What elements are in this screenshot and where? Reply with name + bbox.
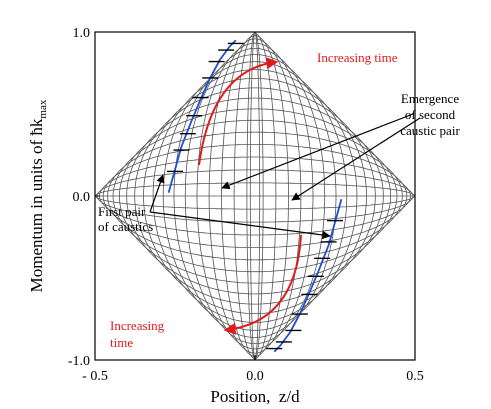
time-arrow-upper bbox=[198, 57, 279, 166]
caustic-line-upper bbox=[167, 39, 237, 193]
trajectory-curve bbox=[208, 196, 302, 354]
trajectory-curve bbox=[134, 87, 376, 196]
trajectory-curve bbox=[173, 54, 337, 196]
x-tick-label-left: - 0.5 bbox=[82, 369, 108, 384]
increasing-time-lower-2: time bbox=[110, 335, 133, 350]
trajectory-curve bbox=[143, 195, 367, 314]
time-arrow-lower bbox=[223, 234, 302, 335]
trajectory-curve bbox=[119, 195, 391, 284]
first-pair-label-2: of caustics bbox=[98, 219, 153, 234]
trajectory-curve bbox=[249, 32, 261, 196]
x-axis-label: Position, z/d bbox=[210, 387, 300, 406]
trajectory-curve bbox=[96, 169, 414, 197]
trajectory-curve bbox=[96, 195, 414, 223]
x-tick-label-mid: 0.0 bbox=[246, 369, 264, 384]
first-pair-label-1: First pair bbox=[98, 204, 146, 219]
trajectory-curve bbox=[152, 196, 358, 323]
trajectory-curve bbox=[102, 144, 408, 197]
trajectory-curve bbox=[107, 195, 403, 261]
caustic-lines bbox=[167, 39, 343, 353]
trajectory-curve bbox=[102, 195, 408, 248]
trajectory-curve bbox=[134, 196, 376, 305]
trajectory-curve bbox=[173, 196, 337, 338]
trajectory-curve bbox=[99, 156, 411, 196]
y-tick-label-mid: 0.0 bbox=[73, 190, 91, 205]
emergence-arrow-right bbox=[291, 117, 421, 201]
first-pair-arrow-up bbox=[149, 174, 165, 213]
trajectory-curve bbox=[95, 182, 415, 197]
emergence-label-1: Emergence bbox=[401, 91, 459, 106]
trajectory-curve bbox=[126, 196, 384, 295]
trajectory-curve bbox=[107, 131, 403, 197]
increasing-time-upper: Increasing time bbox=[317, 50, 398, 65]
trajectory-curve bbox=[162, 61, 348, 197]
trajectory-curve bbox=[143, 78, 367, 197]
trajectory-curve bbox=[112, 196, 398, 273]
emergence-label-3: caustic pair bbox=[400, 123, 460, 138]
trajectory-curve bbox=[249, 196, 261, 360]
caustic-tick-marks bbox=[167, 42, 343, 350]
y-axis-label-main: Momentum in units of ħk bbox=[27, 118, 46, 292]
trajectory-curve bbox=[246, 196, 264, 360]
trajectory-curve bbox=[119, 108, 391, 197]
trajectory-curve bbox=[152, 69, 358, 196]
first-pair-arrow-down bbox=[149, 211, 331, 240]
trajectory-curve bbox=[126, 97, 384, 196]
y-axis-label: Momentum in units of ħkmax bbox=[27, 99, 49, 292]
trajectory-curve bbox=[112, 119, 398, 196]
caustic-line-lower bbox=[273, 199, 343, 353]
trajectory-curve bbox=[184, 196, 326, 344]
trajectory-curve bbox=[233, 196, 277, 359]
emergence-label-2: of second bbox=[405, 107, 456, 122]
trajectory-curve bbox=[221, 196, 289, 357]
trajectory-curve bbox=[99, 196, 411, 236]
emergence-arrow-left bbox=[221, 113, 414, 190]
trajectory-curve bbox=[95, 195, 415, 210]
trajectory-curve bbox=[246, 32, 264, 196]
trajectory-curve bbox=[208, 38, 302, 196]
y-tick-label-top: 1.0 bbox=[73, 26, 91, 41]
trajectory-curve bbox=[184, 48, 326, 196]
trajectory-curve bbox=[162, 195, 348, 331]
trajectory-curve bbox=[196, 196, 314, 350]
trajectory-curves bbox=[95, 32, 415, 360]
trajectory-curve bbox=[196, 42, 314, 196]
y-axis-label-subscript: max bbox=[37, 99, 49, 118]
x-tick-label-right: 0.5 bbox=[406, 369, 424, 384]
trajectory-curve bbox=[233, 33, 277, 196]
trajectory-curve bbox=[221, 35, 289, 196]
axis-ticks bbox=[94, 31, 416, 361]
increasing-time-lower-1: Increasing bbox=[110, 318, 165, 333]
y-tick-label-bottom: -1.0 bbox=[68, 354, 90, 369]
